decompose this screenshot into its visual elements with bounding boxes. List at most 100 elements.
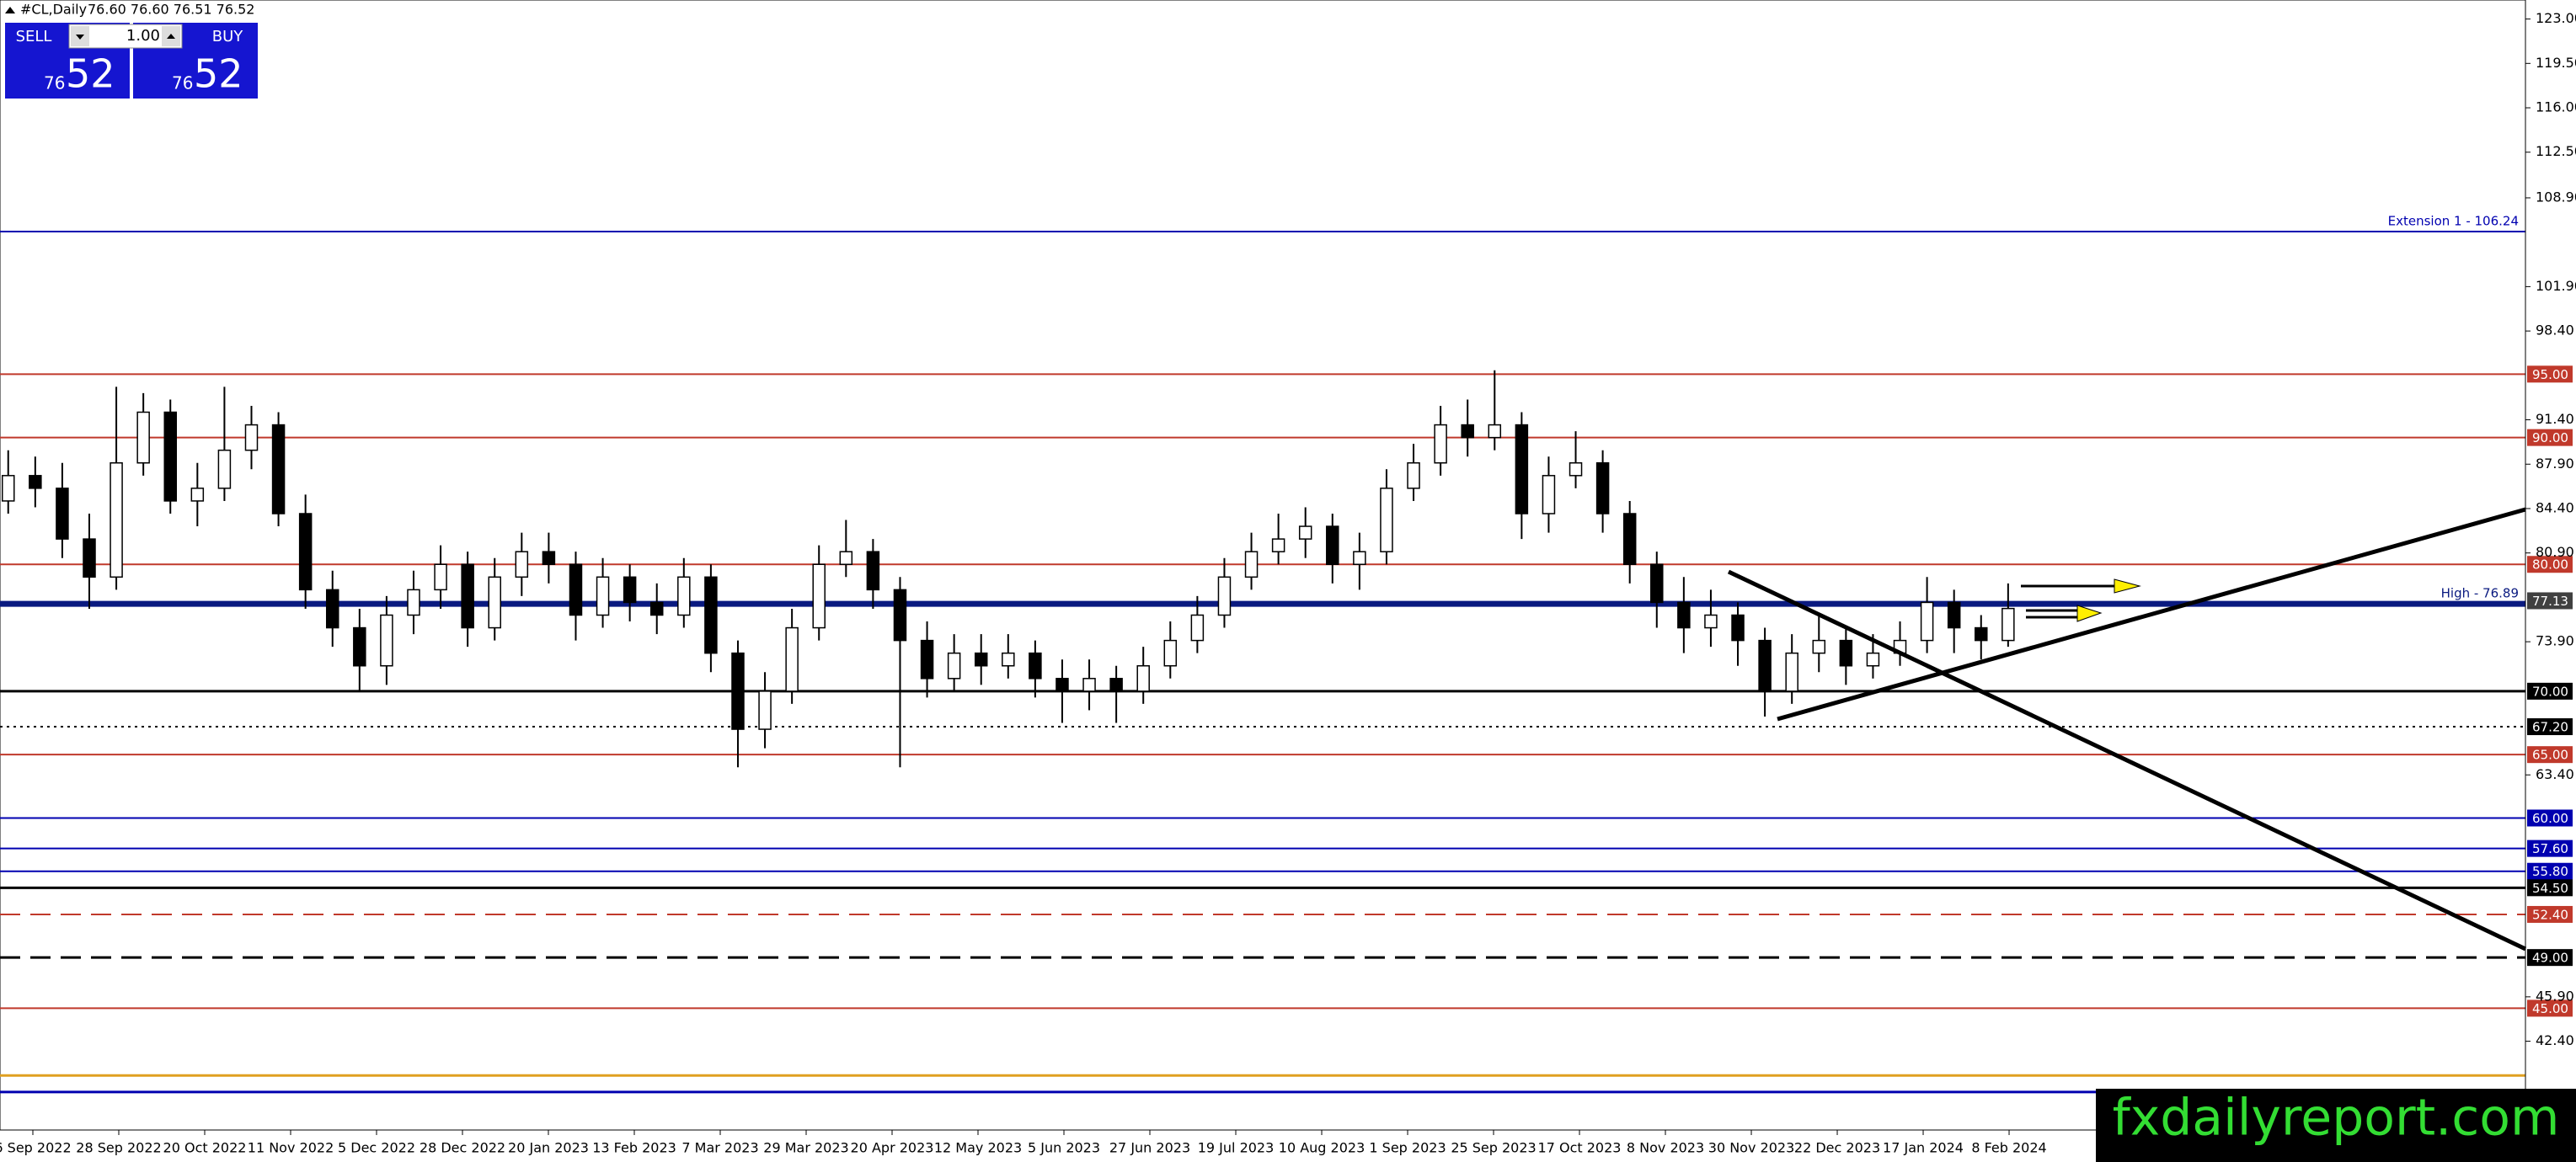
candle-body bbox=[190, 488, 205, 502]
candle-body bbox=[1542, 475, 1556, 514]
level-tag-box bbox=[2527, 879, 2573, 897]
trendline-down bbox=[1727, 569, 2527, 951]
level-tag: 54.50 bbox=[2532, 881, 2568, 896]
level-tag-box bbox=[2527, 746, 2573, 764]
y-tick-label: 112.50 bbox=[2536, 143, 2576, 159]
candle-body bbox=[866, 551, 880, 591]
up-arrow bbox=[167, 34, 175, 39]
level-tag: 67.20 bbox=[2532, 720, 2568, 735]
candle-body bbox=[2, 475, 15, 502]
candle-body bbox=[785, 626, 799, 692]
candle-body bbox=[136, 411, 150, 464]
candle-body bbox=[1461, 424, 1474, 439]
level-tag-box bbox=[2527, 718, 2573, 736]
x-tick-label: 11 Nov 2022 bbox=[248, 1140, 334, 1156]
y-tick-label: 116.00 bbox=[2536, 99, 2576, 115]
level-tag-box bbox=[2527, 592, 2573, 610]
collapse-icon[interactable] bbox=[5, 7, 15, 13]
candle-body bbox=[244, 424, 259, 451]
candle-body bbox=[1353, 551, 1366, 565]
candle-body bbox=[56, 488, 69, 540]
watermark: fxdailyreport.com bbox=[2096, 1089, 2576, 1162]
x-tick-label: 10 Aug 2023 bbox=[1279, 1140, 1365, 1156]
buy-price-small: 76 bbox=[172, 73, 193, 93]
candle-body bbox=[1002, 652, 1015, 667]
x-tick-label: 22 Dec 2023 bbox=[1794, 1140, 1880, 1156]
candle-body bbox=[1217, 576, 1232, 616]
sell-label: SELL bbox=[16, 28, 52, 45]
candle-body bbox=[1595, 462, 1610, 514]
level-tag-box bbox=[2527, 840, 2573, 857]
x-tick-label: 20 Oct 2022 bbox=[163, 1140, 247, 1156]
candle-body bbox=[812, 563, 826, 629]
y-tick-label: 73.90 bbox=[2536, 633, 2574, 649]
x-tick-label: 27 Jun 2023 bbox=[1109, 1140, 1190, 1156]
candle-body bbox=[974, 652, 988, 667]
symbol-title: #CL,Daily bbox=[20, 2, 87, 18]
y-tick-label: 98.40 bbox=[2536, 322, 2574, 338]
level-tag: 52.40 bbox=[2532, 907, 2568, 922]
x-tick-label: 6 Sep 2022 bbox=[0, 1140, 72, 1156]
candle-body bbox=[1677, 601, 1691, 629]
candle-body bbox=[488, 576, 501, 629]
candle-body bbox=[1650, 563, 1664, 604]
level-tag-box bbox=[2527, 809, 2573, 827]
candle-body bbox=[83, 538, 96, 578]
candle-body bbox=[1975, 626, 1988, 642]
candle-body bbox=[731, 652, 745, 730]
level-tag-box bbox=[2527, 905, 2573, 923]
x-tick-label: 13 Feb 2023 bbox=[592, 1140, 676, 1156]
y-tick-label: 108.90 bbox=[2536, 189, 2576, 205]
candle-body bbox=[649, 601, 664, 616]
candle-body bbox=[1622, 513, 1637, 565]
y-tick-label: 42.40 bbox=[2536, 1032, 2574, 1048]
level-tag: 77.13 bbox=[2532, 594, 2568, 609]
candle-body bbox=[839, 551, 853, 565]
level-text: Extension 1 - 106.24 bbox=[2388, 214, 2519, 229]
level-tag-box bbox=[2527, 862, 2573, 880]
x-tick-label: 5 Jun 2023 bbox=[1028, 1140, 1100, 1156]
candle-body bbox=[1109, 678, 1123, 692]
candle-body bbox=[163, 411, 177, 502]
level-tag: 70.00 bbox=[2532, 684, 2568, 699]
y-tick-label: 87.90 bbox=[2536, 456, 2574, 472]
candle-body bbox=[380, 614, 393, 667]
candle-body bbox=[1812, 639, 1826, 654]
candle-body bbox=[623, 576, 637, 604]
arrow-head bbox=[2076, 605, 2103, 622]
level-tag: 49.00 bbox=[2532, 951, 2568, 966]
candle-body bbox=[1785, 652, 1798, 692]
candle-body bbox=[298, 513, 313, 591]
candle-body bbox=[353, 626, 366, 667]
header: #CL,Daily 76.60 76.60 76.51 76.52 bbox=[5, 2, 254, 18]
candle-body bbox=[1163, 639, 1178, 667]
candle-body bbox=[1569, 462, 1583, 477]
candle-body bbox=[1136, 664, 1150, 692]
candle-body bbox=[947, 652, 961, 680]
candle-body bbox=[325, 589, 339, 629]
y-tick-label: 84.40 bbox=[2536, 499, 2574, 515]
candle-body bbox=[1380, 488, 1393, 552]
level-tag-box bbox=[2527, 365, 2573, 383]
watermark-bg bbox=[2096, 1089, 2576, 1162]
candle-body bbox=[434, 563, 447, 591]
candle-body bbox=[569, 563, 583, 616]
candle-body bbox=[1731, 614, 1745, 642]
candle-body bbox=[407, 589, 420, 616]
y-tick-label: 119.50 bbox=[2536, 55, 2576, 71]
candle-body bbox=[1407, 462, 1420, 489]
candle-body bbox=[1920, 601, 1934, 642]
candle-body bbox=[1704, 614, 1718, 629]
candle-body bbox=[1758, 639, 1772, 692]
y-tick-label: 45.90 bbox=[2536, 988, 2574, 1004]
candle-body bbox=[1434, 424, 1447, 464]
buy-label: BUY bbox=[212, 28, 244, 45]
candle-body bbox=[110, 462, 123, 578]
level-tag: 80.00 bbox=[2532, 557, 2568, 573]
y-tick-label: 123.00 bbox=[2536, 10, 2576, 26]
x-tick-label: 30 Nov 2023 bbox=[1708, 1140, 1794, 1156]
trendline-up bbox=[1777, 507, 2526, 722]
level-tag-box bbox=[2527, 949, 2573, 967]
